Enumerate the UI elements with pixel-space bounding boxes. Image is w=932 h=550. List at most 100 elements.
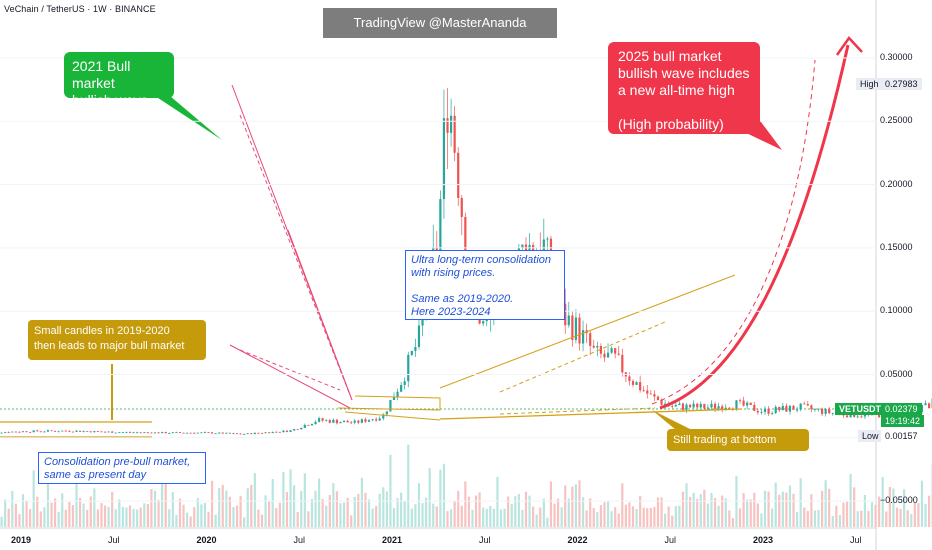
volume-bar <box>539 507 542 527</box>
volume-bar <box>671 515 674 527</box>
volume-bar <box>467 496 471 527</box>
volume-bar <box>246 488 249 527</box>
volume-bar <box>342 502 346 527</box>
candle-body <box>845 415 849 418</box>
x-tick-label: 2019 <box>10 535 32 545</box>
candle-body <box>642 390 645 392</box>
volume-bar <box>407 444 410 527</box>
candle-body <box>150 432 153 434</box>
candle-body <box>136 432 139 434</box>
volume-bar <box>874 504 877 527</box>
volume-bar <box>553 503 556 527</box>
candle-body <box>457 152 460 198</box>
candle-body <box>350 422 353 424</box>
candle-body <box>767 408 770 414</box>
volume-bar <box>335 491 339 527</box>
candle-body <box>610 348 613 353</box>
candle-body <box>831 412 834 414</box>
candle-body <box>806 404 809 406</box>
volume-bar <box>157 499 160 527</box>
candle-body <box>100 431 103 433</box>
candle-body <box>68 430 71 432</box>
candle-body <box>342 420 346 423</box>
volume-bar <box>924 503 927 527</box>
volume-bar <box>96 509 100 527</box>
volume-bar <box>153 490 157 527</box>
volume-bar <box>371 508 374 527</box>
candle-body <box>460 197 463 217</box>
candle-body <box>742 400 745 406</box>
volume-bar <box>396 498 399 527</box>
candle-body <box>521 244 524 248</box>
candle-body <box>25 431 28 433</box>
candle-body <box>756 410 759 413</box>
volume-bar <box>71 504 75 527</box>
rising-channel-upper-dashed <box>499 321 666 393</box>
volume-bar <box>464 481 467 527</box>
volume-bar <box>646 508 649 527</box>
candle-body <box>61 430 64 432</box>
candle-body <box>763 408 767 412</box>
volume-bar <box>182 504 185 527</box>
candle-body <box>314 421 317 425</box>
candle-body <box>571 315 574 340</box>
volume-bar <box>849 473 852 527</box>
candle-body <box>860 416 863 418</box>
volume-bar <box>781 491 784 527</box>
volume-bar <box>36 496 39 527</box>
volume-bar <box>460 505 463 527</box>
volume-bar <box>567 498 570 527</box>
candle-body <box>75 430 78 432</box>
candle-body <box>692 403 695 408</box>
volume-bar <box>103 505 107 527</box>
candle-body <box>282 430 285 433</box>
volume-bar <box>753 492 756 527</box>
volume-bar <box>375 506 378 527</box>
volume-bar <box>724 498 727 527</box>
volume-bar <box>863 494 866 527</box>
volume-bar <box>210 480 214 527</box>
volume-bar <box>664 513 667 527</box>
volume-bar <box>774 482 777 527</box>
candle-body <box>235 433 239 435</box>
volume-bar <box>50 502 53 527</box>
volume-bar <box>785 492 788 527</box>
symbol-label: VETUSDT <box>835 403 886 415</box>
volume-bar <box>835 505 838 527</box>
candle-body <box>824 408 827 414</box>
candle-body <box>581 330 585 344</box>
volume-bar <box>596 512 599 527</box>
volume-bar <box>307 511 310 527</box>
candle-body <box>246 433 249 435</box>
volume-bar <box>813 510 817 527</box>
candle-body <box>578 317 581 344</box>
candle-body <box>360 419 363 423</box>
candle-body <box>803 403 806 405</box>
candle-body <box>353 420 356 423</box>
volume-bar <box>910 514 913 527</box>
candle-body <box>46 430 50 432</box>
volume-bar <box>125 507 128 527</box>
candle-body <box>18 431 21 433</box>
volume-bar <box>492 508 495 527</box>
volume-bar <box>549 481 553 527</box>
candle-body <box>221 432 224 434</box>
volume-bar <box>788 485 792 527</box>
candle-body <box>214 433 217 435</box>
candle-body <box>382 414 385 419</box>
downtrend-line-lower-dashed <box>239 349 341 391</box>
candle-body <box>232 433 235 435</box>
volume-bar <box>685 483 688 527</box>
volume-bar <box>61 493 64 527</box>
candle-body <box>589 333 592 346</box>
volume-bar <box>710 493 713 527</box>
candle-body <box>685 404 688 410</box>
candle-body <box>285 430 289 432</box>
candle-body <box>153 432 157 434</box>
y-tick-label: 0.25000 <box>880 115 913 126</box>
candle-body <box>396 391 399 398</box>
candle-body <box>4 432 7 433</box>
candle-body <box>606 352 610 358</box>
volume-bar <box>432 503 435 527</box>
volume-bar <box>132 508 135 527</box>
